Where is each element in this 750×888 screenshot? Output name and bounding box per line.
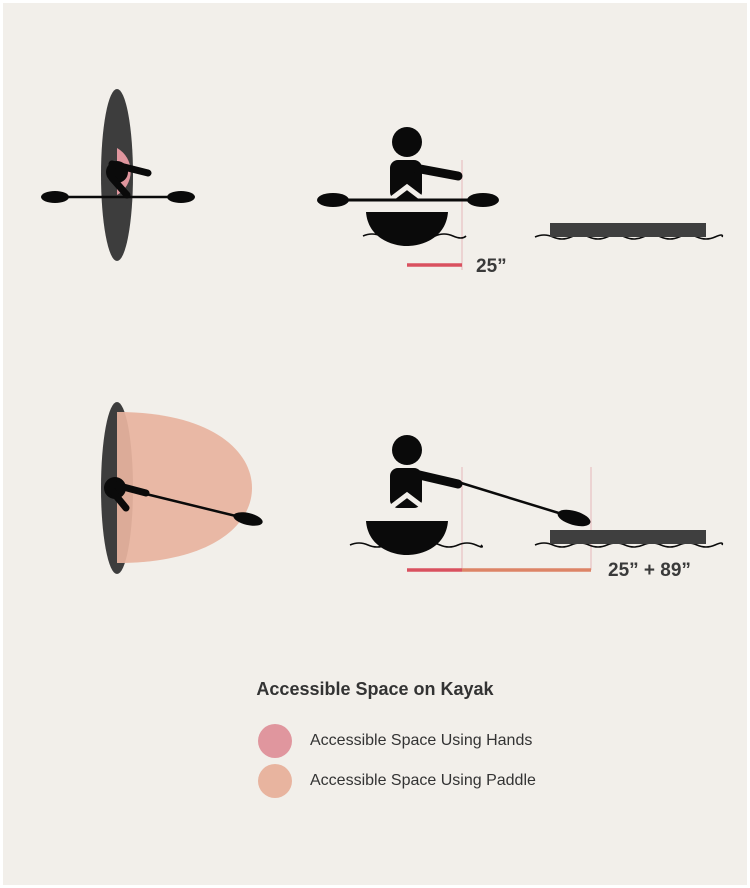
paddle-shaft xyxy=(145,492,241,519)
paddle-blade-left xyxy=(317,193,349,207)
paddler-arm xyxy=(104,482,130,512)
paddler-arm-reach xyxy=(108,160,152,177)
paddle-blade-right xyxy=(467,193,499,207)
legend-title: Accessible Space on Kayak xyxy=(256,679,494,699)
legend-label-paddle: Accessible Space Using Paddle xyxy=(310,772,536,789)
kayak-cockpit xyxy=(380,491,434,516)
dock xyxy=(550,223,706,237)
water-line-dock xyxy=(534,542,724,548)
side-view-paddle xyxy=(349,435,724,572)
paddler-arm-reach xyxy=(410,469,463,489)
side-view-hands xyxy=(317,127,724,270)
legend-swatch-paddle xyxy=(258,764,292,798)
top-view-hands xyxy=(41,89,195,261)
paddler-arm-reach xyxy=(410,163,463,181)
dock xyxy=(550,530,706,544)
paddle-blade-left xyxy=(41,191,69,203)
paddle-shaft xyxy=(457,480,563,516)
paddler-head xyxy=(392,127,422,157)
legend-label-hands: Accessible Space Using Hands xyxy=(310,732,533,749)
paddler-arm-reach xyxy=(108,480,150,497)
top-view-paddle xyxy=(101,402,263,574)
paddle-reach-area xyxy=(117,412,252,563)
paddler-arm-paddle xyxy=(108,174,131,199)
paddle-blade-right xyxy=(167,191,195,203)
kayak-hull xyxy=(366,521,448,555)
legend-item-paddle: Accessible Space Using Paddle xyxy=(258,764,536,798)
water-line-dock xyxy=(534,234,724,240)
legend-item-hands: Accessible Space Using Hands xyxy=(258,724,532,758)
paddle-measurement-label: 25” + 89” xyxy=(608,560,691,581)
paddle-blade xyxy=(557,509,591,527)
paddle-blade xyxy=(233,512,263,526)
kayak-hull xyxy=(366,212,448,246)
legend-swatch-hands xyxy=(258,724,292,758)
hands-measurement-label: 25” xyxy=(476,256,507,277)
paddler-head xyxy=(392,435,422,465)
